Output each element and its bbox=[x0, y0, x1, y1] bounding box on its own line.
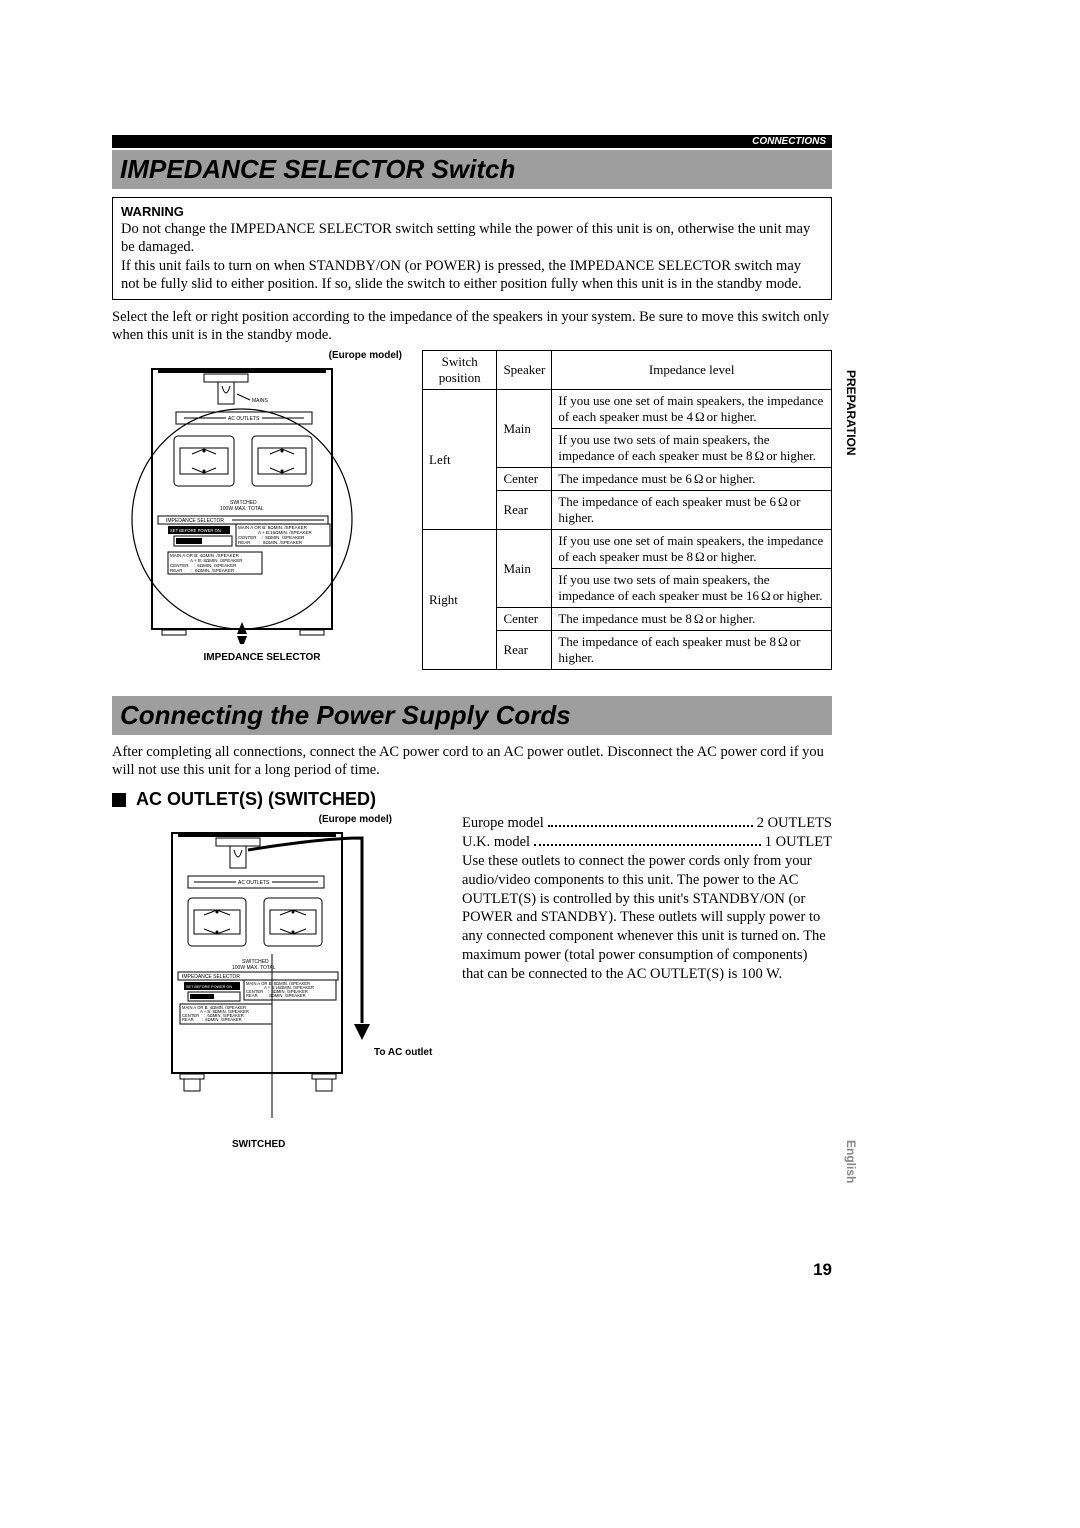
svg-text:REAR : 8ΩMIN. /SPEAKER: REAR : 8ΩMIN. /SPEAKER bbox=[238, 540, 303, 545]
subhead-text: AC OUTLET(S) (SWITCHED) bbox=[136, 789, 376, 810]
outlet-row-europe: Europe model 2 OUTLETS bbox=[462, 814, 832, 833]
cell-r6: If you use two sets of main speakers, th… bbox=[552, 569, 832, 608]
svg-text:REAR : 6ΩMIN. /SPEAKER: REAR : 6ΩMIN. /SPEAKER bbox=[182, 1017, 242, 1022]
cell-right-rear: Rear bbox=[497, 631, 552, 670]
caption-europe-1: (Europe model) bbox=[112, 350, 412, 361]
svg-text:MAINS: MAINS bbox=[252, 398, 269, 404]
square-bullet-icon bbox=[112, 793, 126, 807]
svg-text:100W MAX. TOTAL: 100W MAX. TOTAL bbox=[232, 965, 276, 971]
svg-text:100W MAX. TOTAL: 100W MAX. TOTAL bbox=[220, 506, 264, 512]
outlet-description: Use these outlets to connect the power c… bbox=[462, 852, 832, 984]
warning-box: WARNING Do not change the IMPEDANCE SELE… bbox=[112, 197, 832, 300]
th-speaker: Speaker bbox=[497, 351, 552, 390]
page-content: CONNECTIONS IMPEDANCE SELECTOR Switch WA… bbox=[112, 135, 832, 1152]
warning-p2: If this unit fails to turn on when STAND… bbox=[121, 257, 823, 293]
cell-r5: If you use one set of main speakers, the… bbox=[552, 530, 832, 569]
ac-outlet-diagram-column: (Europe model) AC OUTLETS bbox=[112, 814, 452, 1152]
section-title-impedance: IMPEDANCE SELECTOR Switch bbox=[112, 150, 832, 189]
svg-text:SET BEFORE POWER ON: SET BEFORE POWER ON bbox=[186, 985, 232, 989]
caption-impedance-selector: IMPEDANCE SELECTOR bbox=[112, 652, 412, 663]
side-tab-english: English bbox=[844, 1140, 858, 1183]
cell-r1: If you use one set of main speakers, the… bbox=[552, 390, 832, 429]
th-impedance-level: Impedance level bbox=[552, 351, 832, 390]
intro-p1: Select the left or right position accord… bbox=[112, 308, 832, 344]
section-title-power: Connecting the Power Supply Cords bbox=[112, 696, 832, 735]
cell-r4: The impedance of each speaker must be 6Ω… bbox=[552, 491, 832, 530]
svg-text:IMPEDANCE SELECTOR: IMPEDANCE SELECTOR bbox=[166, 518, 224, 524]
intro-p2: After completing all connections, connec… bbox=[112, 743, 832, 779]
cell-right: Right bbox=[423, 530, 497, 670]
warning-label: WARNING bbox=[121, 204, 823, 220]
svg-text:AC OUTLETS: AC OUTLETS bbox=[238, 880, 270, 886]
caption-europe-2: (Europe model) bbox=[112, 814, 452, 825]
cell-left: Left bbox=[423, 390, 497, 530]
switched-label: SWITCHED bbox=[232, 1139, 285, 1150]
cell-r8: The impedance of each speaker must be 8Ω… bbox=[552, 631, 832, 670]
impedance-diagram: MAINS AC OUTLETS bbox=[112, 364, 412, 644]
cell-right-center: Center bbox=[497, 608, 552, 631]
subhead-ac-outlets: AC OUTLET(S) (SWITCHED) bbox=[112, 789, 832, 810]
warning-p1: Do not change the IMPEDANCE SELECTOR swi… bbox=[121, 220, 823, 256]
svg-text:AC OUTLETS: AC OUTLETS bbox=[228, 416, 260, 422]
impedance-diagram-column: (Europe model) MAINS AC OUTLETS bbox=[112, 350, 412, 663]
th-switch-position: Switch position bbox=[423, 351, 497, 390]
to-ac-outlet-label: To AC outlet bbox=[374, 1047, 432, 1058]
page-number: 19 bbox=[813, 1260, 832, 1280]
svg-text:REAR : 6ΩMIN. /SPEAKER: REAR : 6ΩMIN. /SPEAKER bbox=[170, 568, 235, 573]
outlet-text-column: Europe model 2 OUTLETS U.K. model 1 OUTL… bbox=[462, 814, 832, 984]
ac-outlet-diagram: AC OUTLETS SWITCHED 100W MAX. TOTAL bbox=[112, 828, 452, 1128]
svg-text:REAR : 8ΩMIN. /SPEAKER: REAR : 8ΩMIN. /SPEAKER bbox=[246, 993, 306, 998]
svg-text:IMPEDANCE SELECTOR: IMPEDANCE SELECTOR bbox=[182, 974, 240, 980]
side-tab-preparation: PREPARATION bbox=[844, 370, 858, 456]
cell-left-main: Main bbox=[497, 390, 552, 468]
outlet-row-uk: U.K. model 1 OUTLET bbox=[462, 833, 832, 852]
cell-r2: If you use two sets of main speakers, th… bbox=[552, 429, 832, 468]
impedance-table: Switch position Speaker Impedance level … bbox=[422, 350, 832, 670]
cell-left-center: Center bbox=[497, 468, 552, 491]
svg-text:SET BEFORE POWER ON: SET BEFORE POWER ON bbox=[170, 528, 221, 533]
cell-left-rear: Rear bbox=[497, 491, 552, 530]
cell-r7: The impedance must be 8Ωor higher. bbox=[552, 608, 832, 631]
cell-right-main: Main bbox=[497, 530, 552, 608]
cell-r3: The impedance must be 6Ωor higher. bbox=[552, 468, 832, 491]
header-tag: CONNECTIONS bbox=[112, 135, 832, 148]
